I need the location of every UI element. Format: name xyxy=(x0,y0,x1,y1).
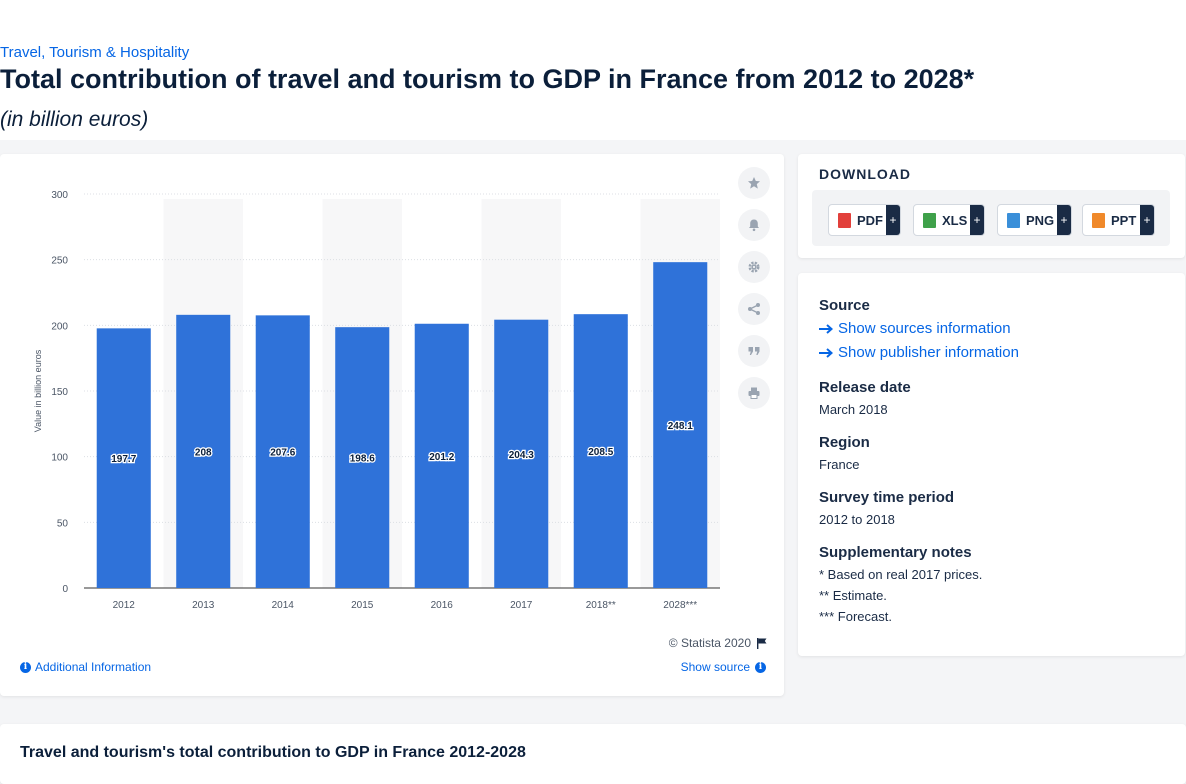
data-label: 208.5 xyxy=(588,447,613,458)
show-source-link[interactable]: Show source i xyxy=(681,660,766,674)
download-buttons: PDF + XLS + PNG + PPT + xyxy=(812,190,1170,246)
chart-toolbar xyxy=(738,167,772,419)
arrow-right-icon xyxy=(819,347,833,358)
plus-icon: + xyxy=(1140,205,1154,235)
region-value: France xyxy=(819,457,860,472)
show-sources-link[interactable]: Show sources information xyxy=(819,320,1011,337)
data-label: 204.3 xyxy=(509,450,534,461)
bar[interactable] xyxy=(573,314,628,588)
bar[interactable] xyxy=(176,314,231,588)
region-label: Region xyxy=(819,434,870,451)
download-pdf-label: PDF xyxy=(857,212,883,228)
download-xls-label: XLS xyxy=(942,212,968,228)
ppt-file-icon xyxy=(1092,212,1105,228)
flag-icon[interactable] xyxy=(756,637,768,649)
supplementary-note: ** Estimate. xyxy=(819,588,887,603)
additional-information-label: Additional Information xyxy=(35,660,152,674)
data-label: 248.1 xyxy=(668,421,693,432)
quote-icon[interactable] xyxy=(738,335,770,367)
bar[interactable] xyxy=(494,319,549,588)
download-ppt-label: PPT xyxy=(1111,212,1137,228)
show-source-label: Show source xyxy=(680,660,750,674)
bar-chart: 0 50 100 150 200 250 300 Value in billion euros… xyxy=(33,190,720,611)
data-label: 207.6 xyxy=(270,448,295,459)
header-band xyxy=(0,0,1186,140)
pdf-file-icon xyxy=(838,212,851,228)
supplementary-note: * Based on real 2017 prices. xyxy=(819,567,983,582)
png-file-icon xyxy=(1007,212,1020,228)
y-tick-label: 50 xyxy=(57,518,69,529)
x-tick-label: 2018** xyxy=(586,600,616,611)
copyright: © Statista 2020 xyxy=(669,636,768,650)
supplementary-notes-label: Supplementary notes xyxy=(819,544,972,561)
survey-period-value: 2012 to 2018 xyxy=(819,512,895,527)
page-subtitle: (in billion euros) xyxy=(0,108,149,131)
data-label: 201.2 xyxy=(429,452,454,463)
x-tick-label: 2017 xyxy=(510,600,533,611)
y-tick-label: 0 xyxy=(62,584,68,595)
download-heading: DOWNLOAD xyxy=(819,166,911,182)
description-card: Travel and tourism's total contribution … xyxy=(0,724,1186,784)
release-date-value: March 2018 xyxy=(819,402,888,417)
bar[interactable] xyxy=(335,327,390,588)
description-title: Travel and tourism's total contribution … xyxy=(20,744,526,761)
bar[interactable] xyxy=(96,328,151,588)
x-tick-label: 2013 xyxy=(192,600,215,611)
show-publisher-link[interactable]: Show publisher information xyxy=(819,344,1019,361)
download-ppt-button[interactable]: PPT + xyxy=(1082,204,1155,236)
source-label: Source xyxy=(819,297,870,314)
bar[interactable] xyxy=(414,323,469,588)
xls-file-icon xyxy=(923,212,936,228)
plus-icon: + xyxy=(1057,205,1071,235)
data-label: 208 xyxy=(195,447,212,458)
plus-icon: + xyxy=(886,205,900,235)
bell-icon[interactable] xyxy=(738,209,770,241)
chart-card: 0 50 100 150 200 250 300 Value in billion euros… xyxy=(0,154,784,696)
supplementary-note: *** Forecast. xyxy=(819,609,892,624)
x-tick-label: 2028*** xyxy=(663,600,697,611)
y-axis-label: Value in billion euros xyxy=(33,349,43,432)
source-info-card: Source Show sources information Show pub… xyxy=(798,273,1185,656)
info-icon: i xyxy=(755,661,766,673)
bar[interactable] xyxy=(653,262,708,588)
page-title: Total contribution of travel and tourism… xyxy=(0,64,975,94)
download-card: DOWNLOAD PDF + XLS + PNG + PPT + xyxy=(798,154,1185,258)
data-label: 198.6 xyxy=(350,454,375,465)
x-tick-label: 2014 xyxy=(272,600,295,611)
y-tick-label: 250 xyxy=(51,256,68,267)
data-label: 197.7 xyxy=(111,454,136,465)
additional-information-link[interactable]: i Additional Information xyxy=(20,660,151,674)
gear-icon[interactable] xyxy=(738,251,770,283)
y-tick-label: 100 xyxy=(51,453,68,464)
info-icon: i xyxy=(20,661,31,673)
download-png-label: PNG xyxy=(1026,212,1055,228)
y-tick-label: 300 xyxy=(51,190,68,201)
copyright-text: © Statista 2020 xyxy=(668,636,751,650)
y-tick-label: 200 xyxy=(51,321,68,332)
print-icon[interactable] xyxy=(738,377,770,409)
plus-icon: + xyxy=(970,205,984,235)
download-png-button[interactable]: PNG + xyxy=(997,204,1072,236)
breadcrumb[interactable]: Travel, Tourism & Hospitality xyxy=(0,44,190,61)
release-date-label: Release date xyxy=(819,379,911,396)
x-tick-label: 2012 xyxy=(113,600,136,611)
show-publisher-label: Show publisher information xyxy=(838,344,1019,361)
star-icon[interactable] xyxy=(738,167,770,199)
download-pdf-button[interactable]: PDF + xyxy=(828,204,901,236)
bar[interactable] xyxy=(255,315,310,588)
x-tick-label: 2015 xyxy=(351,600,374,611)
survey-period-label: Survey time period xyxy=(819,489,955,506)
download-xls-button[interactable]: XLS + xyxy=(913,204,985,236)
y-tick-label: 150 xyxy=(51,387,68,398)
arrow-right-icon xyxy=(819,323,833,334)
share-icon[interactable] xyxy=(738,293,770,325)
x-tick-label: 2016 xyxy=(431,600,454,611)
show-sources-label: Show sources information xyxy=(838,320,1011,337)
